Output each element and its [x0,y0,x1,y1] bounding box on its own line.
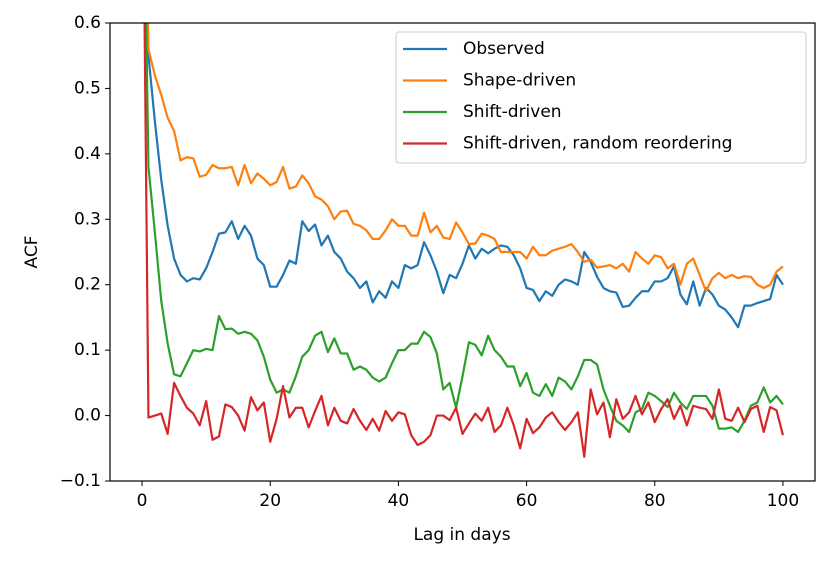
series-line [146,23,784,329]
x-tick-label: 60 [516,491,538,511]
legend-label: Shift-driven, random reordering [463,134,732,154]
x-axis-label: Lag in days [413,525,510,545]
series-line [145,23,784,434]
x-tick-label: 80 [644,491,666,511]
y-tick-label: 0.4 [74,144,101,164]
series-line [143,23,785,458]
y-tick-label: 0.6 [74,13,101,33]
y-tick-label: −0.1 [60,471,101,491]
y-tick-label: 0.2 [74,275,101,295]
x-tick-label: 20 [259,491,281,511]
x-tick-label: 100 [767,491,799,511]
legend-label: Shape-driven [463,71,576,91]
x-tick-label: 40 [388,491,410,511]
y-tick-label: 0.0 [74,406,101,426]
x-tick-label: 0 [137,491,148,511]
y-tick-label: 0.3 [74,209,101,229]
y-tick-label: 0.5 [74,78,101,98]
legend-box [395,31,807,164]
legend-label: Observed [463,39,545,59]
axes-frame [109,22,816,482]
y-axis-label: ACF [22,236,42,269]
y-tick-label: 0.1 [74,340,101,360]
plot-area [143,23,785,458]
legend-label: Shift-driven [463,102,562,122]
series-line [146,23,784,293]
